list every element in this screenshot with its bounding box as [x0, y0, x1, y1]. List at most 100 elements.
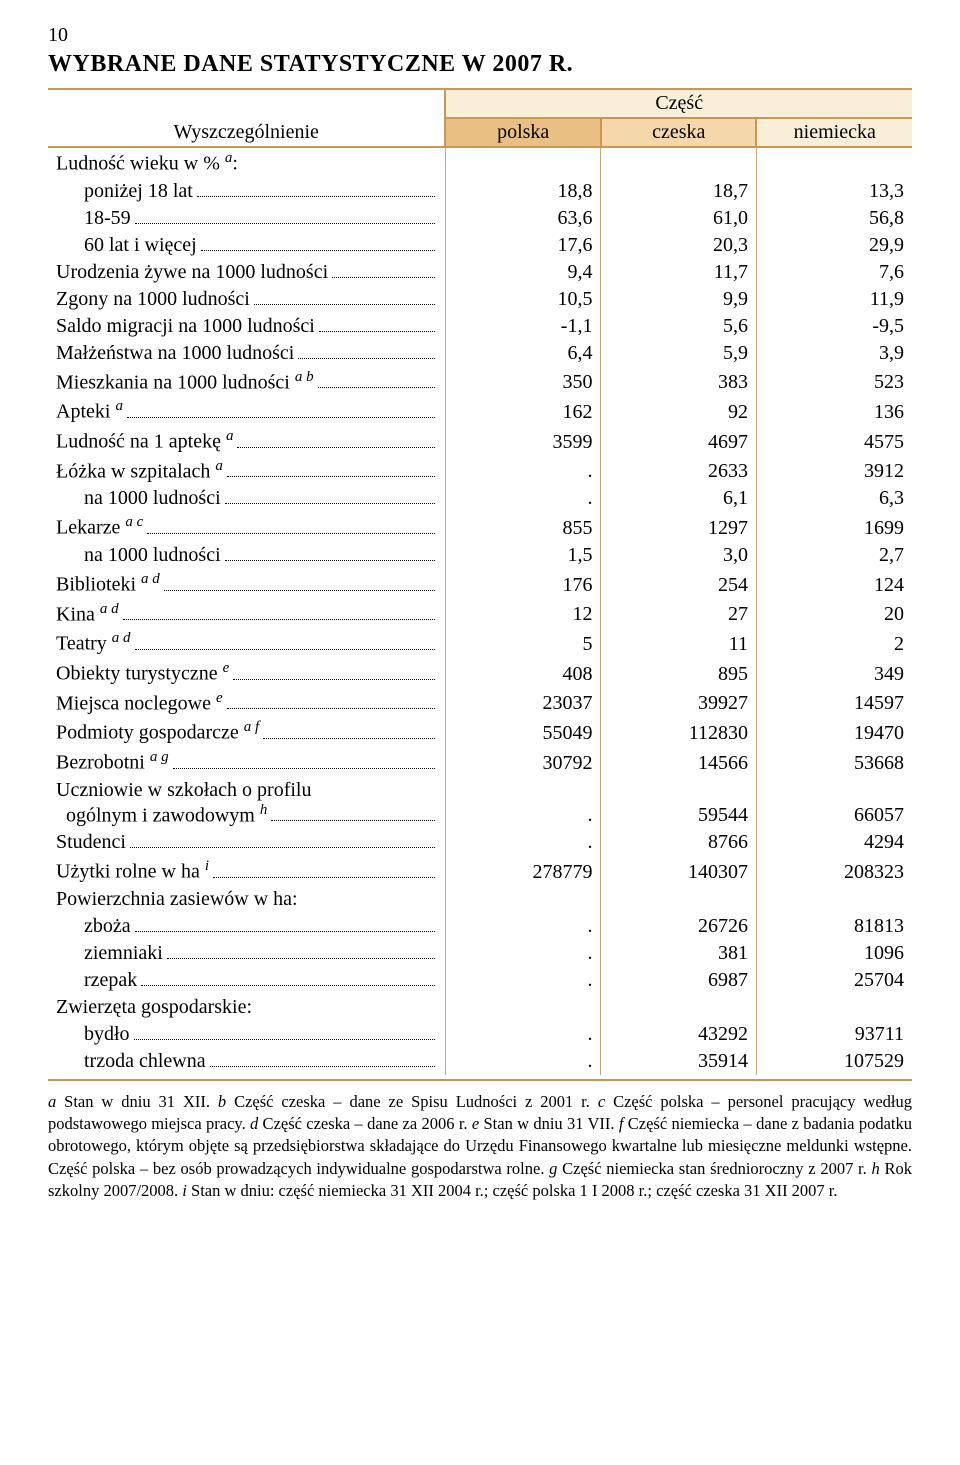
- cell-value: .: [445, 913, 601, 940]
- cell-value: 3599: [445, 426, 601, 456]
- cell-value: 112830: [601, 717, 757, 747]
- table-row: Apteki a16292136: [48, 396, 912, 426]
- cell-value: 35914: [601, 1048, 757, 1075]
- cell-value: 4575: [756, 426, 912, 456]
- row-label: Zgony na 1000 ludności: [48, 286, 445, 313]
- cell-value: 66057: [756, 777, 912, 830]
- row-label: 60 lat i więcej: [48, 232, 445, 259]
- cell-value: 59544: [601, 777, 757, 830]
- cell-value: 43292: [601, 1021, 757, 1048]
- table-row: Mieszkania na 1000 ludności a b350383523: [48, 367, 912, 397]
- cell-value: 5,6: [601, 313, 757, 340]
- cell-value: 61,0: [601, 205, 757, 232]
- table-row: Uczniowie w szkołach o profilu ogólnym i…: [48, 777, 912, 830]
- cell-value: 30792: [445, 747, 601, 777]
- cell-value: 5,9: [601, 340, 757, 367]
- row-label: Lekarze a c: [48, 512, 445, 542]
- cell-value: 11: [601, 628, 757, 658]
- cell-value: 39927: [601, 688, 757, 718]
- cell-value: 162: [445, 396, 601, 426]
- row-label: bydło: [48, 1021, 445, 1048]
- cell-value: 25704: [756, 967, 912, 994]
- table-row: Powierzchnia zasiewów w ha:: [48, 886, 912, 913]
- cell-value: 11,7: [601, 259, 757, 286]
- cell-value: 7,6: [756, 259, 912, 286]
- cell-value: 26726: [601, 913, 757, 940]
- cell-value: 18,8: [445, 178, 601, 205]
- cell-value: 350: [445, 367, 601, 397]
- rule-bottom: [48, 1079, 912, 1081]
- row-label: Studenci: [48, 829, 445, 856]
- row-label: Miejsca noclegowe e: [48, 688, 445, 718]
- cell-value: [445, 994, 601, 1021]
- table-row: trzoda chlewna.35914107529: [48, 1048, 912, 1075]
- row-label: Kina a d: [48, 599, 445, 629]
- cell-value: 9,9: [601, 286, 757, 313]
- cell-value: 5: [445, 628, 601, 658]
- cell-value: 63,6: [445, 205, 601, 232]
- cell-value: 408: [445, 658, 601, 688]
- footnotes: a Stan w dniu 31 XII. b Część czeska – d…: [48, 1091, 912, 1202]
- table-row: Zgony na 1000 ludności10,59,911,9: [48, 286, 912, 313]
- cell-value: 9,4: [445, 259, 601, 286]
- table-row: na 1000 ludności.6,16,3: [48, 485, 912, 512]
- row-label: Saldo migracji na 1000 ludności: [48, 313, 445, 340]
- cell-value: 20: [756, 599, 912, 629]
- cell-value: 10,5: [445, 286, 601, 313]
- cell-value: [445, 147, 601, 178]
- cell-value: 14566: [601, 747, 757, 777]
- row-label: na 1000 ludności: [48, 542, 445, 569]
- cell-value: 56,8: [756, 205, 912, 232]
- cell-value: 855: [445, 512, 601, 542]
- cell-value: -1,1: [445, 313, 601, 340]
- row-label: Użytki rolne w ha i: [48, 856, 445, 886]
- table-body: Ludność wieku w % a:poniżej 18 lat18,818…: [48, 147, 912, 1075]
- row-label: Ludność wieku w % a:: [48, 147, 445, 178]
- table-row: Łóżka w szpitalach a.26333912: [48, 456, 912, 486]
- cell-value: 1096: [756, 940, 912, 967]
- row-label: Ludność na 1 aptekę a: [48, 426, 445, 456]
- row-label: Urodzenia żywe na 1000 ludności: [48, 259, 445, 286]
- cell-value: 20,3: [601, 232, 757, 259]
- cell-value: 1699: [756, 512, 912, 542]
- cell-value: 1297: [601, 512, 757, 542]
- row-label: Apteki a: [48, 396, 445, 426]
- cell-value: 208323: [756, 856, 912, 886]
- table-row: Urodzenia żywe na 1000 ludności9,411,77,…: [48, 259, 912, 286]
- row-label: Uczniowie w szkołach o profilu ogólnym i…: [48, 777, 445, 830]
- cell-value: 3,0: [601, 542, 757, 569]
- table-row: Studenci.87664294: [48, 829, 912, 856]
- cell-value: .: [445, 1021, 601, 1048]
- cell-value: 8766: [601, 829, 757, 856]
- cell-value: 17,6: [445, 232, 601, 259]
- stats-table: Wyszczególnienie Część polska czeska nie…: [48, 90, 912, 1075]
- cell-value: 136: [756, 396, 912, 426]
- cell-value: 6,4: [445, 340, 601, 367]
- cell-value: 124: [756, 569, 912, 599]
- table-row: Małżeństwa na 1000 ludności6,45,93,9: [48, 340, 912, 367]
- cell-value: 140307: [601, 856, 757, 886]
- row-label: ziemniaki: [48, 940, 445, 967]
- page-number: 10: [48, 24, 912, 47]
- table-row: zboża.2672681813: [48, 913, 912, 940]
- cell-value: 53668: [756, 747, 912, 777]
- cell-value: .: [445, 456, 601, 486]
- cell-value: [601, 147, 757, 178]
- row-label: zboża: [48, 913, 445, 940]
- header-part: Część: [445, 90, 912, 118]
- row-label: Powierzchnia zasiewów w ha:: [48, 886, 445, 913]
- cell-value: 4294: [756, 829, 912, 856]
- table-row: Saldo migracji na 1000 ludności-1,15,6-9…: [48, 313, 912, 340]
- cell-value: [756, 886, 912, 913]
- cell-value: 3912: [756, 456, 912, 486]
- cell-value: 4697: [601, 426, 757, 456]
- header-czeska: czeska: [601, 118, 757, 147]
- table-row: Bezrobotni a g307921456653668: [48, 747, 912, 777]
- cell-value: .: [445, 829, 601, 856]
- cell-value: .: [445, 1048, 601, 1075]
- cell-value: 176: [445, 569, 601, 599]
- cell-value: 2633: [601, 456, 757, 486]
- cell-value: 55049: [445, 717, 601, 747]
- cell-value: 6,1: [601, 485, 757, 512]
- cell-value: 18,7: [601, 178, 757, 205]
